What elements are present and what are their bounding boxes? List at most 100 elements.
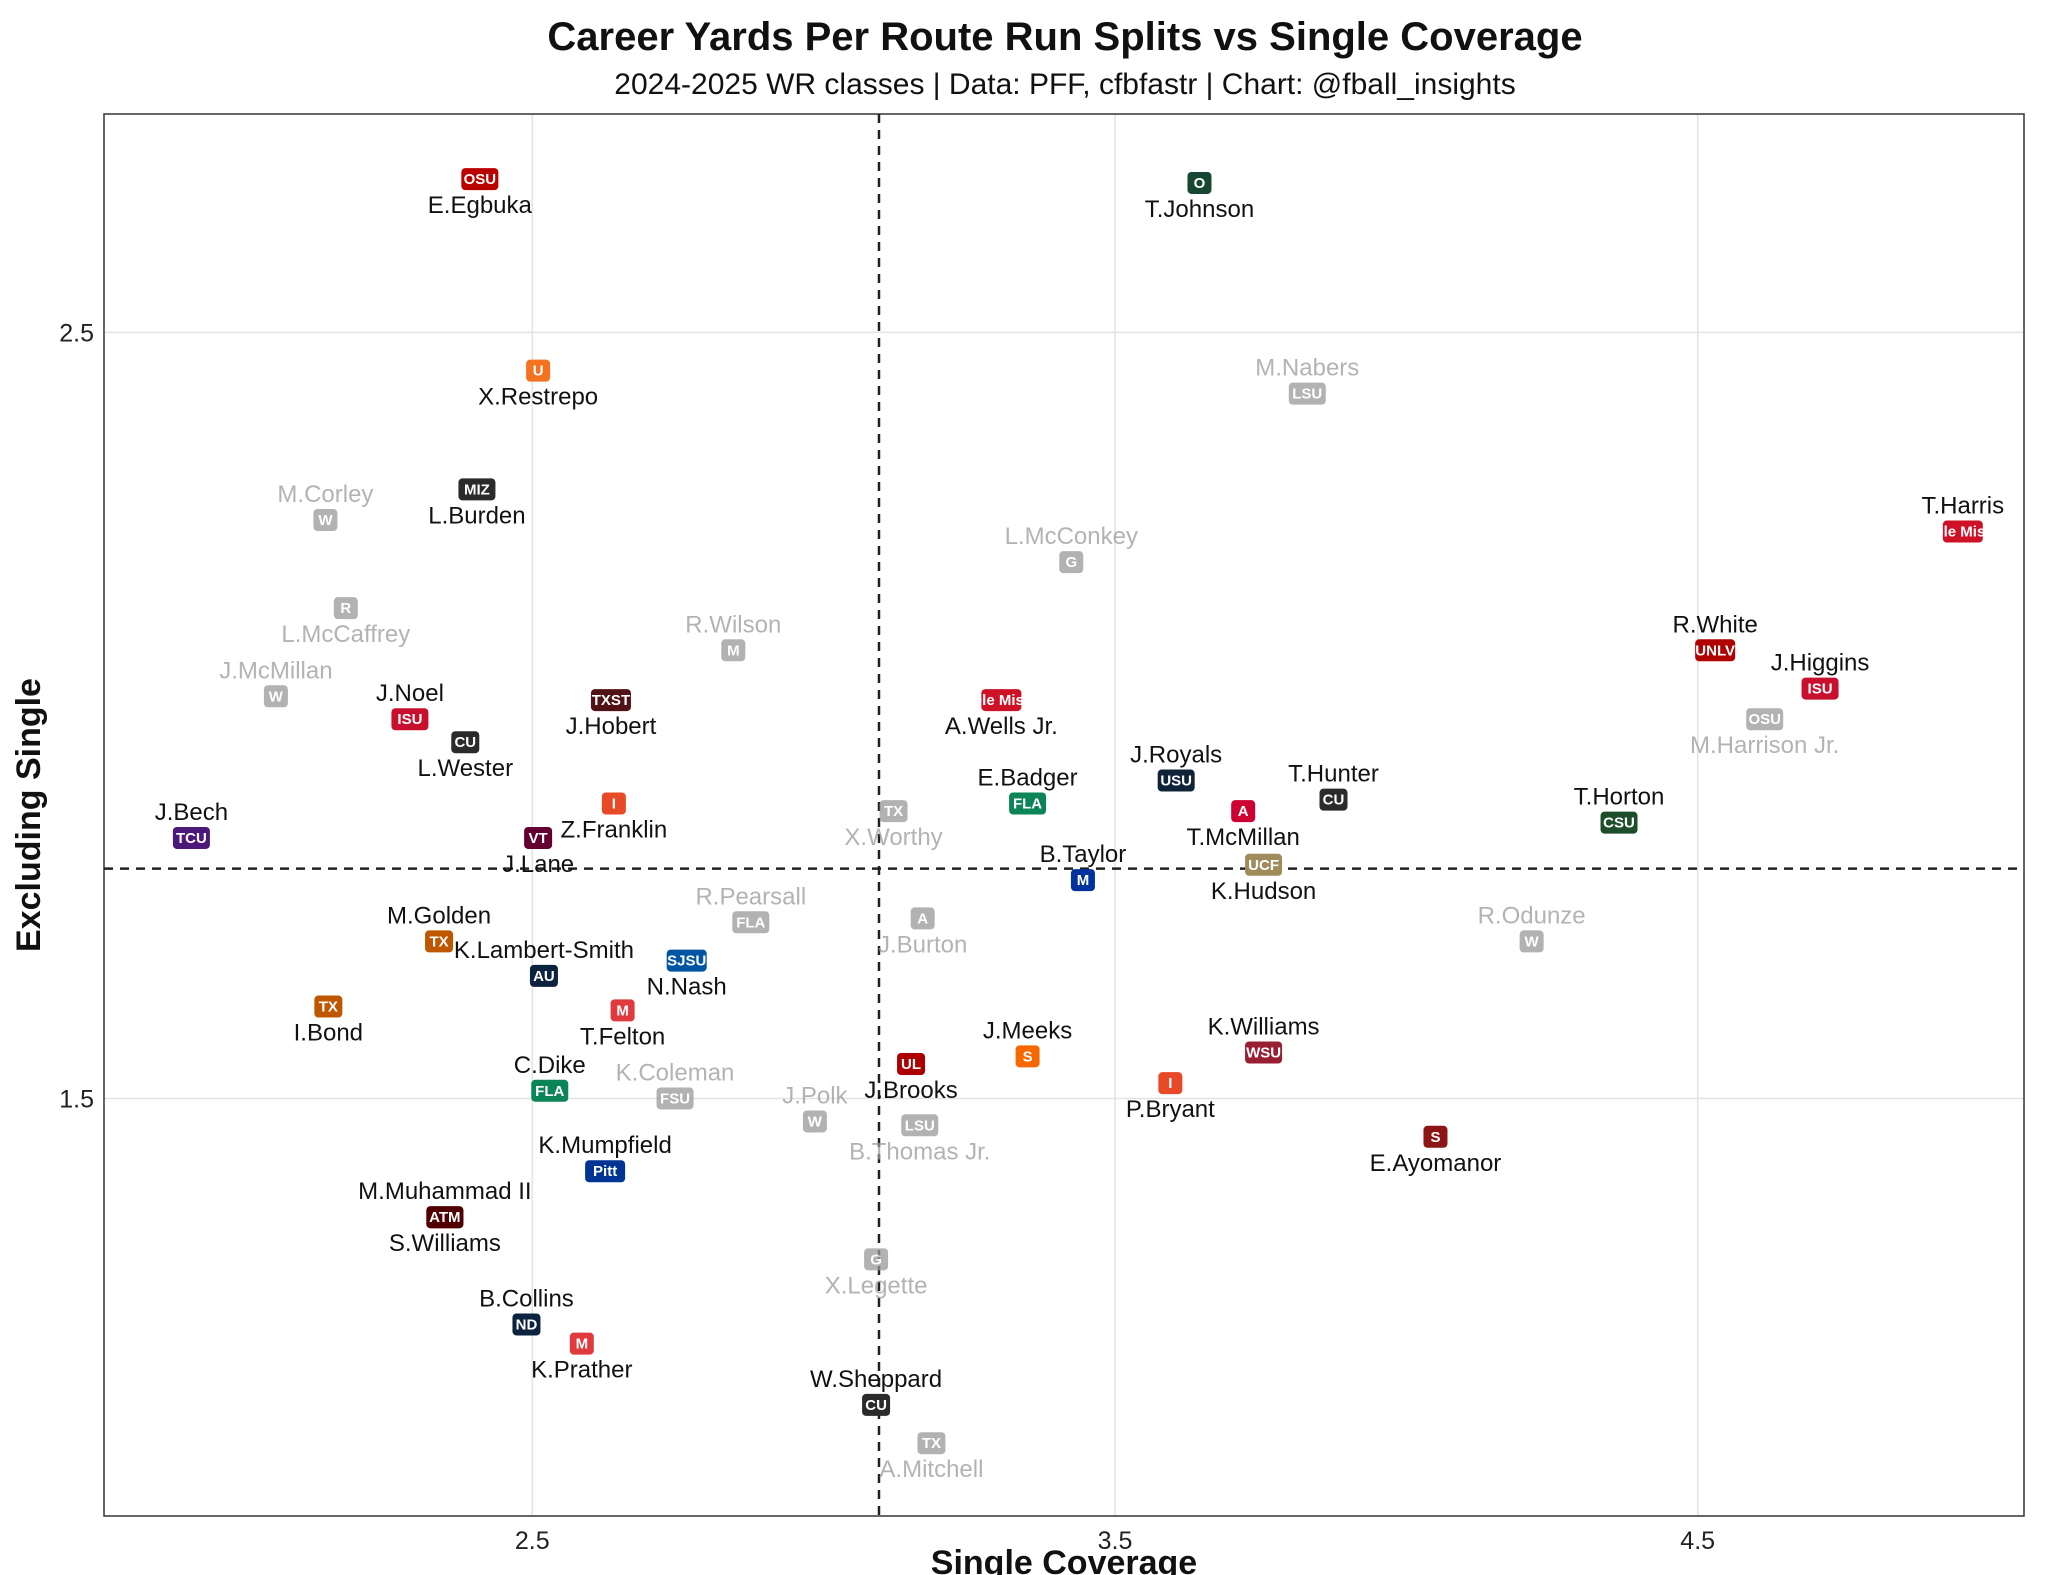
team-logo-badge	[656, 1087, 694, 1110]
point-label: K.Prather	[531, 1357, 632, 1384]
team-logo-text: UL	[901, 1056, 921, 1073]
point-label: A.Mitchell	[879, 1456, 983, 1483]
team-logo-text: ATM	[429, 1209, 460, 1226]
data-point: U X.Restrepo	[478, 359, 598, 411]
team-logo-text: UNLV	[1695, 642, 1735, 659]
x-tick-label: 4.5	[1680, 1527, 1715, 1555]
point-label: E.Badger	[978, 765, 1078, 792]
team-logo-text: M	[616, 1002, 629, 1019]
team-logo-text: TXST	[592, 692, 630, 709]
team-logo-text: S	[1430, 1129, 1440, 1146]
team-logo-text: Ole Miss	[1932, 524, 1994, 541]
team-logo-text: ND	[516, 1316, 538, 1333]
team-logo-badge	[981, 689, 1022, 712]
data-point: OSU E.Egbuka	[428, 168, 533, 219]
team-logo-text: I	[1168, 1075, 1172, 1092]
team-logo-badge	[512, 1313, 541, 1336]
team-logo-badge	[451, 731, 480, 754]
team-logo-text: M	[576, 1336, 589, 1353]
data-point: A T.McMillan	[1187, 800, 1300, 851]
team-logo-badge	[1245, 853, 1283, 876]
data-point: CU W.Sheppard	[810, 1366, 942, 1416]
team-logo-badge	[864, 1248, 889, 1271]
plot-panel	[103, 113, 2025, 1517]
team-logo-badge	[601, 792, 626, 815]
data-point: USU J.Royals	[1130, 742, 1222, 792]
axis-ticks: 2.5 3.5 4.5 1.5 2.5	[59, 319, 1715, 1555]
point-label: R.Wilson	[685, 611, 781, 638]
point-label: I.Bond	[294, 1020, 363, 1047]
team-logo-text: CU	[1323, 792, 1345, 809]
point-label: N.Nash	[647, 974, 727, 1001]
team-logo-badge	[172, 826, 210, 849]
data-point: FSU K.Coleman	[616, 1059, 734, 1110]
point-label: K.Lambert-Smith	[454, 937, 634, 964]
data-point: WSU K.Williams	[1208, 1013, 1320, 1064]
team-logo-text: VT	[529, 830, 548, 847]
data-point: Pitt K.Mumpfield	[538, 1132, 672, 1183]
chart-subtitle: 2024-2025 WR classes | Data: PFF, cfbfas…	[614, 68, 1515, 101]
point-label: K.Hudson	[1211, 878, 1316, 905]
team-logo-text: OSU	[464, 171, 497, 188]
point-label: J.Bech	[155, 799, 228, 826]
data-point: MIZ L.Burden	[428, 478, 526, 529]
point-label: M.Golden	[387, 902, 491, 929]
team-logo-text: FLA	[736, 914, 765, 931]
team-logo-badge	[1245, 1041, 1283, 1064]
data-point: TX I.Bond	[294, 995, 363, 1047]
point-label: J.Polk	[782, 1082, 848, 1109]
team-logo-text: LSU	[1292, 386, 1322, 403]
team-logo-badge	[721, 639, 746, 662]
reference-lines	[104, 114, 2024, 1516]
team-logo-badge	[1423, 1125, 1448, 1148]
team-logo-text: TCU	[176, 830, 207, 847]
data-point: I Z.Franklin	[561, 792, 668, 844]
team-logo-text: ISU	[397, 711, 422, 728]
team-logo-badge	[263, 685, 288, 708]
team-logo-badge	[529, 964, 558, 987]
point-label: T.Johnson	[1145, 196, 1254, 223]
point-label: M.Corley	[277, 481, 373, 508]
data-point: Ole Miss T.Harris	[1921, 493, 2004, 543]
team-logo-badge	[1519, 930, 1544, 953]
team-logo-text: USU	[1160, 773, 1192, 790]
data-point: ND B.Collins	[479, 1285, 574, 1336]
team-logo-badge	[1187, 171, 1212, 194]
team-logo-badge	[526, 359, 551, 382]
team-logo-text: W	[808, 1113, 823, 1130]
point-label: A.Wells Jr.	[945, 713, 1058, 740]
data-point: CSU T.Horton	[1574, 784, 1664, 834]
point-label: R.White	[1672, 611, 1757, 638]
team-logo-badge	[524, 826, 553, 849]
team-logo-text: I	[612, 796, 616, 813]
chart-title: Career Yards Per Route Run Splits vs Sin…	[547, 15, 1582, 59]
team-logo-text: G	[1065, 554, 1077, 571]
data-point: M R.Wilson	[685, 611, 781, 662]
point-label: J.Meeks	[983, 1017, 1072, 1044]
y-tick-label: 1.5	[59, 1085, 94, 1113]
y-tick-label: 2.5	[59, 319, 94, 347]
team-logo-badge	[458, 478, 496, 501]
data-point: SJSU N.Nash	[647, 949, 727, 1001]
team-logo-badge	[461, 168, 499, 191]
team-logo-badge	[1009, 792, 1047, 815]
team-logo-badge	[590, 689, 631, 712]
point-label: Z.Franklin	[561, 817, 668, 844]
data-point: TCU J.Bech	[155, 799, 228, 849]
team-logo-badge	[862, 1393, 891, 1416]
data-point: CU L.Wester	[417, 731, 513, 782]
team-logo-badge	[333, 597, 358, 620]
team-logo-badge	[917, 1432, 946, 1455]
team-logo-badge	[666, 949, 707, 972]
point-label: L.Wester	[417, 755, 513, 782]
data-point: M B.Taylor	[1040, 841, 1126, 892]
x-tick-label: 2.5	[515, 1527, 550, 1555]
team-logo-badge	[910, 907, 935, 930]
team-logo-text: S	[1023, 1048, 1033, 1065]
data-point: ATM S.Williams	[389, 1206, 501, 1257]
point-label: S.Williams	[389, 1230, 501, 1257]
point-label: X.Restrepo	[478, 384, 598, 411]
data-point: W M.Corley	[277, 481, 373, 532]
team-logo-text: Ole Miss	[971, 692, 1033, 709]
